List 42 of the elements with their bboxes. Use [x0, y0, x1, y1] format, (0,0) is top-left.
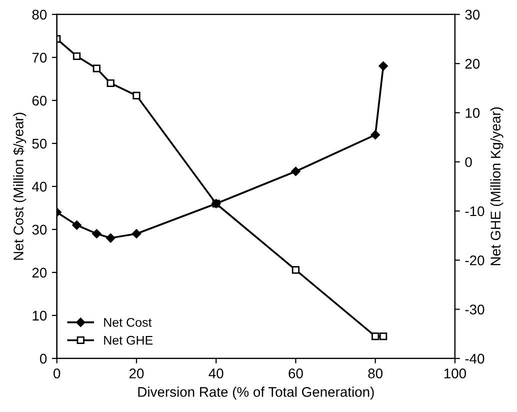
y2-tick-label: -10 — [465, 206, 484, 216]
x-tick-label: 20 — [129, 368, 144, 378]
point — [106, 233, 116, 243]
point — [132, 92, 140, 100]
legend-label: Net GHE — [104, 336, 153, 345]
point — [92, 229, 102, 238]
y2-tick-label: -40 — [465, 354, 484, 364]
y-tick-label: 80 — [32, 10, 47, 20]
point — [291, 166, 300, 176]
y-tick-label: 10 — [32, 310, 47, 321]
point — [132, 229, 142, 238]
y-tick-label: 40 — [32, 182, 47, 192]
y-tick-label: 20 — [32, 268, 47, 278]
y2-tick-label: 10 — [466, 108, 480, 118]
y-tick-label: 30 — [32, 224, 47, 235]
y-tick-label: 50 — [32, 138, 47, 149]
y2-tick-label: 0 — [465, 157, 472, 168]
point — [292, 266, 300, 274]
y-axis-title: Net Cost (Million $/year) — [12, 112, 26, 260]
point — [72, 220, 82, 230]
point — [72, 52, 81, 60]
point — [379, 332, 388, 340]
y2-tick-label: -20 — [465, 255, 484, 266]
x-tick-label: 80 — [368, 368, 383, 378]
x-tick-label: 40 — [208, 368, 224, 378]
point — [92, 64, 100, 72]
y2-tick-label: -30 — [465, 304, 484, 314]
x-axis-title: Diversion Rate (% of Total Generation) — [138, 386, 374, 400]
point — [372, 332, 380, 340]
point — [106, 79, 114, 88]
x-tick-label: 60 — [288, 368, 303, 378]
y2-axis-title: Net GHE (Million Kg/year) — [490, 107, 504, 266]
point — [378, 61, 388, 71]
x-tick-label: 100 — [444, 368, 466, 378]
y2-tick-label: 20 — [465, 58, 480, 69]
point — [370, 130, 380, 140]
y2-tick-label: 30 — [465, 10, 480, 20]
y-tick-label: 70 — [32, 52, 47, 63]
legend-label: Net Cost — [104, 318, 152, 327]
y-tick-label: 60 — [32, 96, 47, 106]
x-tick-label: 0 — [54, 368, 60, 378]
y-tick-label: 0 — [40, 354, 47, 364]
